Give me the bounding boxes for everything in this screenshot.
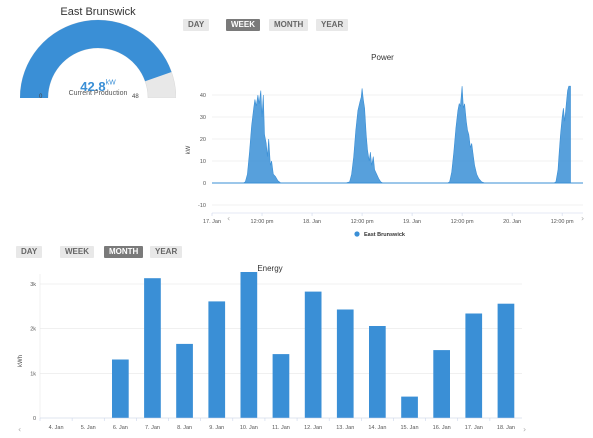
energy-chart: 0 1k 2k 3k kWh 4. Jan 5. Jan 6. Jan 7. Jan 8. J… (18, 272, 526, 434)
power-range-week-button[interactable]: WEEK (226, 19, 260, 31)
power-x-tick-label: 19. Jan (403, 219, 421, 225)
energy-x-axis: 4. Jan 5. Jan 6. Jan 7. Jan 8. Jan 9. Jan 10. … (39, 417, 522, 431)
power-x-tick-label: 12:00 pm (551, 219, 574, 225)
energy-bar[interactable] (272, 354, 290, 418)
energy-y-tick-label: 1k (30, 371, 36, 377)
power-legend-marker (354, 231, 360, 237)
power-y-tick-label: -10 (198, 203, 206, 209)
power-x-tick-label: 20. Jan (503, 219, 521, 225)
gauge-value: 42.8 (80, 79, 106, 94)
power-y-axis: -10 0 10 20 30 40 (198, 93, 206, 209)
power-y-tick-label: 40 (200, 93, 206, 99)
energy-bar[interactable] (369, 326, 386, 418)
energy-bar[interactable] (208, 301, 226, 418)
power-x-tick-label: 12:00 pm (251, 219, 274, 225)
gauge-subtitle: Current Production (68, 90, 128, 97)
power-y-tick-label: 20 (200, 137, 206, 143)
energy-bar[interactable] (465, 313, 483, 419)
energy-x-tick-label: 17. Jan (465, 425, 483, 431)
energy-bar[interactable] (112, 359, 129, 419)
power-legend[interactable]: East Brunswick (354, 231, 406, 238)
power-y-tick-label: 30 (200, 115, 206, 121)
power-x-tick-label: 17. Jan (203, 219, 221, 225)
energy-x-tick-label: 15. Jan (401, 425, 419, 431)
energy-y-axis-title: kWh (18, 355, 24, 367)
energy-x-tick-label: 18. Jan (497, 425, 515, 431)
energy-range-month-button[interactable]: MONTH (104, 246, 144, 258)
power-scroll-left-arrow[interactable]: ‹ (227, 214, 230, 223)
energy-y-tick-label: 0 (33, 416, 36, 422)
production-gauge (20, 19, 176, 98)
energy-y-tick-label: 3k (30, 282, 36, 288)
energy-scroll-right-arrow[interactable]: › (523, 425, 526, 434)
power-x-axis: 17. Jan 12:00 pm 18. Jan 12:00 pm 19. Jan 12:… (203, 212, 583, 225)
power-range-year-button[interactable]: YEAR (316, 19, 349, 31)
energy-x-tick-label: 5. Jan (81, 425, 96, 431)
power-y-tick-label: 10 (200, 159, 206, 165)
power-x-tick-label: 12:00 pm (451, 219, 474, 225)
energy-y-axis: 0 1k 2k 3k (30, 282, 36, 422)
energy-range-year-button[interactable]: YEAR (150, 246, 183, 258)
energy-scroll-left-arrow[interactable]: ‹ (18, 425, 21, 434)
energy-x-tick-label: 14. Jan (368, 425, 386, 431)
gauge-max-label: 48 (132, 94, 139, 100)
energy-chart-title: Energy (257, 264, 283, 273)
power-range-month-button[interactable]: MONTH (269, 19, 309, 31)
power-range-day-button[interactable]: DAY (183, 19, 210, 31)
energy-bar[interactable] (144, 278, 161, 418)
gauge-min-label: 0 (39, 94, 43, 100)
power-chart: -10 0 10 20 30 40 kW 17. Jan 12:00 pm 18. Jan 12… (186, 85, 584, 238)
energy-x-tick-label: 10. Jan (240, 425, 258, 431)
energy-bar[interactable] (401, 396, 418, 418)
energy-y-tick-label: 2k (30, 327, 36, 333)
energy-bar[interactable] (433, 350, 450, 418)
energy-x-tick-label: 6. Jan (113, 425, 128, 431)
power-y-axis-title: kW (186, 145, 192, 154)
energy-x-tick-label: 8. Jan (177, 425, 192, 431)
power-legend-label[interactable]: East Brunswick (364, 232, 406, 238)
energy-x-tick-label: 16. Jan (433, 425, 451, 431)
energy-range-week-button[interactable]: WEEK (60, 246, 94, 258)
energy-x-tick-label: 9. Jan (209, 425, 224, 431)
energy-x-tick-label: 4. Jan (49, 425, 64, 431)
energy-bars (112, 272, 515, 419)
energy-range-day-button[interactable]: DAY (16, 246, 43, 258)
energy-bar[interactable] (497, 303, 515, 418)
power-y-tick-label: 0 (203, 181, 206, 187)
gauge-title: East Brunswick (60, 6, 136, 18)
energy-bar[interactable] (176, 343, 193, 418)
power-x-tick-label: 18. Jan (303, 219, 321, 225)
power-chart-title: Power (371, 53, 394, 62)
energy-x-tick-label: 7. Jan (145, 425, 160, 431)
power-scroll-right-arrow[interactable]: › (581, 214, 584, 223)
energy-x-tick-label: 12. Jan (304, 425, 322, 431)
gauge-fill (20, 20, 172, 98)
energy-x-tick-label: 13. Jan (336, 425, 354, 431)
energy-bar[interactable] (304, 291, 322, 418)
gauge-unit: kW (105, 79, 116, 87)
power-x-tick-label: 12:00 pm (351, 219, 374, 225)
energy-bar[interactable] (240, 272, 258, 418)
energy-bar[interactable] (336, 309, 354, 419)
energy-x-tick-label: 11. Jan (272, 425, 290, 431)
power-series-area (212, 85, 571, 184)
gauge-value-readout: 42.8kW (20, 78, 176, 96)
